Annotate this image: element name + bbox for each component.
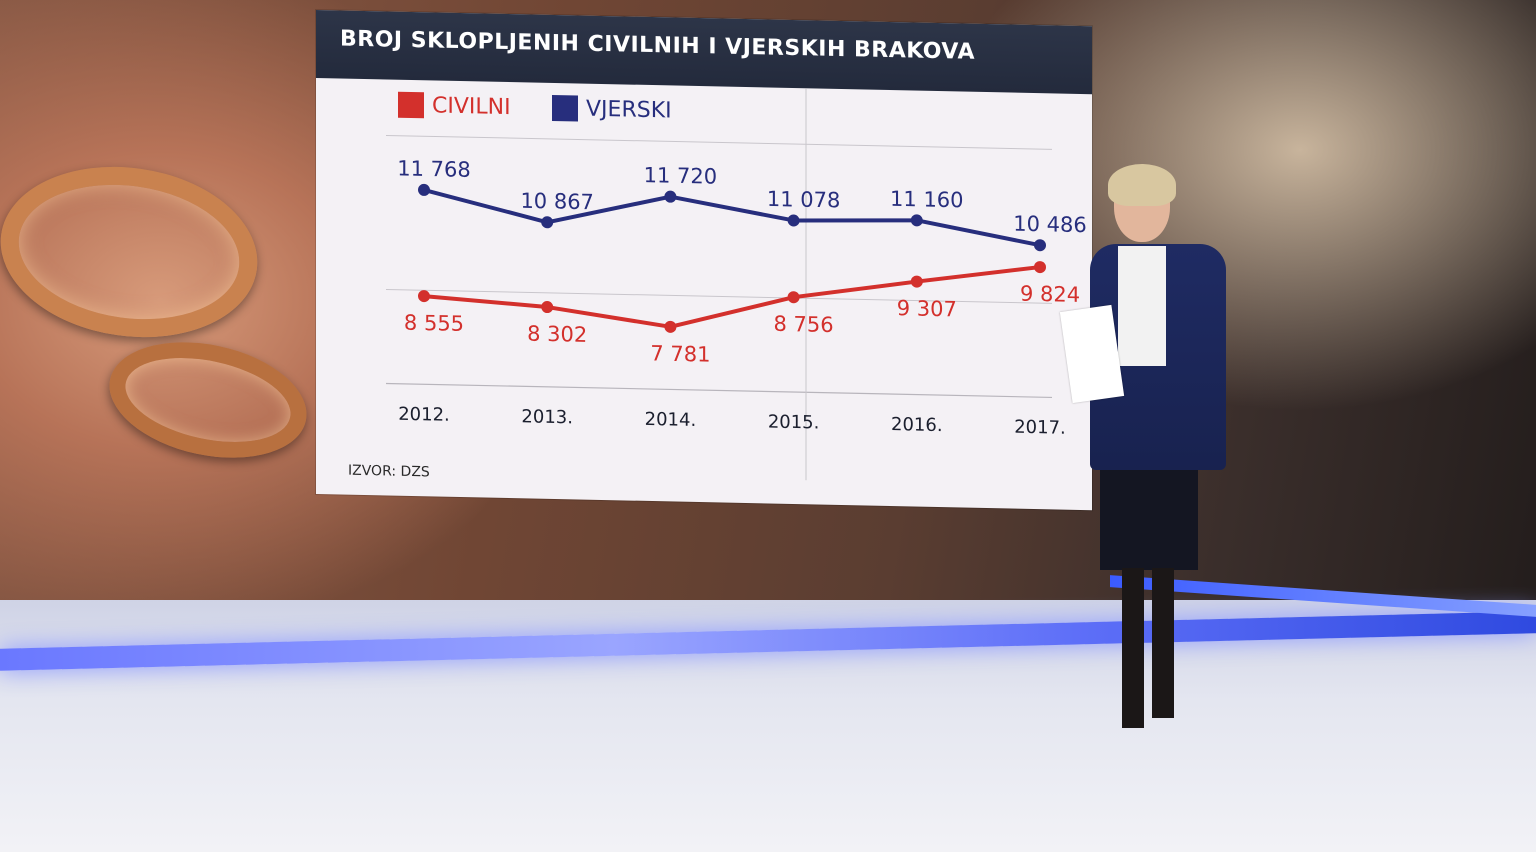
data-point	[910, 275, 923, 288]
data-label: 7 781	[650, 341, 710, 366]
data-point	[541, 216, 554, 229]
presenter-leg	[1152, 568, 1174, 718]
series-line-civilni	[423, 265, 1041, 329]
x-tick-label: 2012.	[398, 404, 450, 426]
data-label: 10 486	[1013, 212, 1086, 238]
data-point	[418, 183, 430, 196]
data-point	[1034, 239, 1046, 252]
data-label: 11 160	[890, 187, 963, 213]
x-tick-label: 2013.	[521, 406, 573, 428]
line-chart: 2012. 2013. 2014. 2015. 2016. 2017. 11 768 10 8…	[386, 88, 1087, 481]
source-note: IZVOR: DZS	[348, 462, 430, 481]
data-point	[664, 190, 677, 203]
data-point	[787, 291, 800, 304]
data-label: 9 307	[897, 296, 957, 321]
data-label: 8 555	[404, 311, 464, 336]
x-axis-line	[386, 382, 1052, 399]
data-point	[787, 214, 800, 227]
presenter-blouse	[1118, 246, 1166, 366]
data-label: 11 768	[397, 156, 470, 182]
wedding-ring-image	[0, 150, 269, 354]
x-tick-label: 2017.	[1014, 417, 1066, 439]
data-point	[1034, 261, 1046, 274]
x-tick-label: 2015.	[768, 411, 820, 433]
chart-panel: BROJ SKLOPLJENIH CIVILNIH I VJERSKIH BRA…	[316, 10, 1092, 511]
presenter-leg	[1122, 568, 1144, 728]
data-label: 8 302	[527, 322, 587, 347]
grid-line	[386, 288, 1052, 304]
presenter-skirt	[1100, 460, 1198, 570]
data-point	[664, 320, 677, 333]
data-point	[418, 290, 430, 303]
data-point	[541, 301, 554, 314]
data-label: 10 867	[520, 189, 593, 215]
wedding-ring-image	[98, 325, 318, 475]
x-tick-label: 2014.	[645, 409, 697, 431]
x-tick-label: 2016.	[891, 414, 943, 436]
data-label: 11 078	[767, 187, 840, 213]
grid-line	[386, 134, 1052, 150]
series-line-vjerski	[423, 187, 1041, 248]
presenter-hair	[1108, 164, 1176, 206]
presenter	[1059, 160, 1240, 750]
data-label: 11 720	[644, 163, 717, 189]
data-label: 9 824	[1020, 282, 1080, 307]
data-label: 8 756	[774, 312, 834, 337]
data-point	[910, 214, 923, 227]
